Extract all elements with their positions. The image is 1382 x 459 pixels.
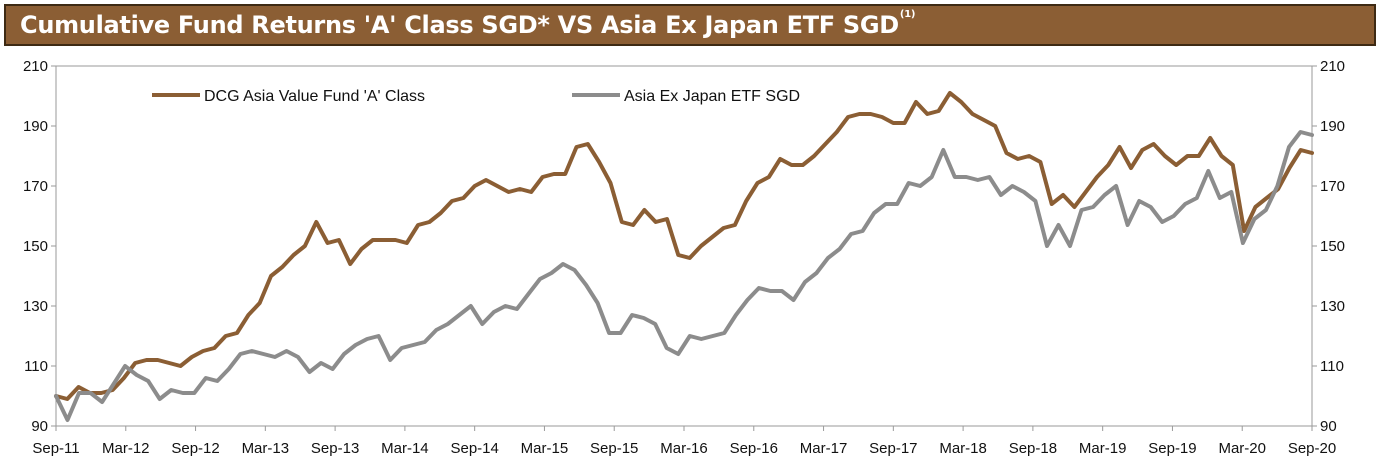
x-tick-label: Sep-12 <box>171 440 219 457</box>
x-tick-label: Sep-20 <box>1288 440 1336 457</box>
chart-title: Cumulative Fund Returns 'A' Class SGD* V… <box>20 9 916 39</box>
x-tick-label: Mar-12 <box>102 440 150 457</box>
x-tick-label: Sep-16 <box>730 440 778 457</box>
right-y-tick-label: 90 <box>1320 418 1337 435</box>
left-y-tick-label: 90 <box>31 418 48 435</box>
x-tick-label: Mar-17 <box>800 440 848 457</box>
legend: DCG Asia Value Fund 'A' Class Asia Ex Jap… <box>152 88 800 105</box>
series-line-dcg-asia-value-fund <box>54 91 1314 401</box>
x-tick-label: Sep-18 <box>1009 440 1057 457</box>
x-tick-label: Mar-19 <box>1079 440 1127 457</box>
right-y-tick-label: 170 <box>1320 178 1345 195</box>
series-line-asia-ex-japan-etf <box>54 130 1314 422</box>
left-y-tick-label: 190 <box>23 118 48 135</box>
x-axis: Sep-11 Mar-12 Sep-12 Mar-13 Sep-13 Mar-14 Sep-… <box>32 426 1336 457</box>
x-tick-label: Mar-15 <box>521 440 569 457</box>
right-y-tick-label: 150 <box>1320 238 1345 255</box>
right-y-tick-label: 190 <box>1320 118 1345 135</box>
left-y-tick-label: 150 <box>23 238 48 255</box>
x-tick-label: Sep-15 <box>590 440 638 457</box>
left-y-tick-label: 110 <box>24 358 48 375</box>
chart-title-banner: Cumulative Fund Returns 'A' Class SGD* V… <box>4 4 1376 46</box>
x-tick-label: Mar-16 <box>660 440 708 457</box>
x-tick-label: Mar-20 <box>1218 440 1266 457</box>
left-y-tick-label: 170 <box>23 178 48 195</box>
right-y-tick-label: 110 <box>1320 358 1344 375</box>
left-y-axis: 90 110 130 150 170 190 210 <box>23 58 56 435</box>
x-tick-label: Sep-11 <box>32 440 79 457</box>
right-y-tick-label: 130 <box>1320 298 1345 315</box>
legend-label: Asia Ex Japan ETF SGD <box>624 88 800 105</box>
x-tick-label: Sep-13 <box>311 440 359 457</box>
x-tick-label: Mar-18 <box>939 440 987 457</box>
chart-title-footnote-marker: (1) <box>899 9 916 20</box>
right-y-tick-label: 210 <box>1320 58 1345 75</box>
right-y-axis: 90 110 130 150 170 190 210 <box>1312 58 1345 435</box>
left-y-tick-label: 130 <box>23 298 48 315</box>
chart-title-text: Cumulative Fund Returns 'A' Class SGD* V… <box>20 11 899 39</box>
plot-area-border <box>55 65 1313 427</box>
legend-label: DCG Asia Value Fund 'A' Class <box>204 88 425 105</box>
series-layer <box>54 91 1314 422</box>
x-tick-label: Mar-14 <box>381 440 429 457</box>
x-tick-label: Sep-17 <box>869 440 917 457</box>
left-y-tick-label: 210 <box>23 58 48 75</box>
x-tick-label: Mar-13 <box>242 440 290 457</box>
x-tick-label: Sep-14 <box>450 440 498 457</box>
x-tick-label: Sep-19 <box>1148 440 1196 457</box>
